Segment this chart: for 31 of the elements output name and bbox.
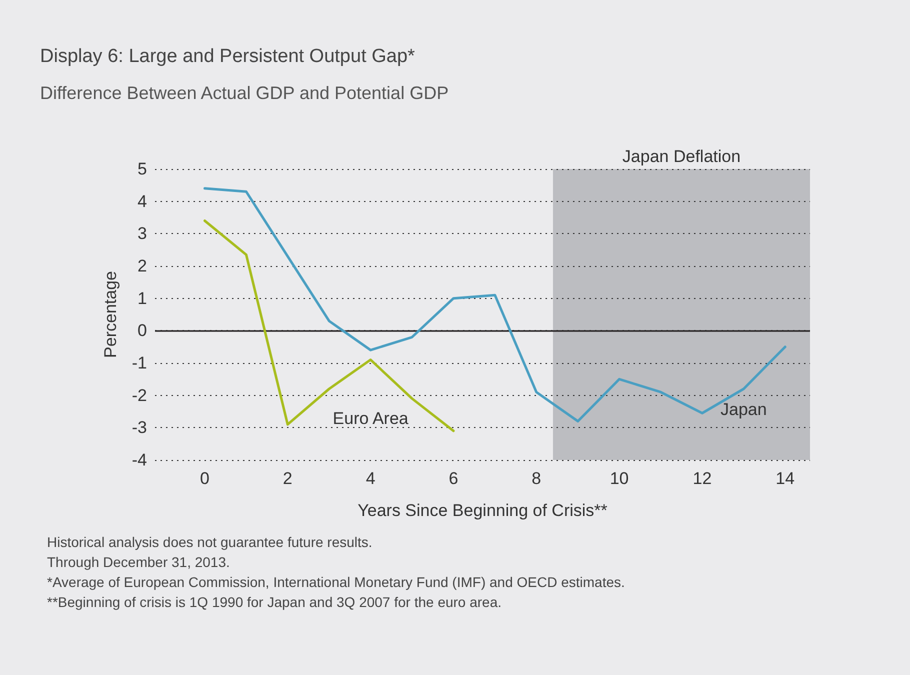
text: *Average of European Commission, International Monetary Fund (IMF) and OECD estimates. <box>47 574 625 590</box>
y-tick-label: 3 <box>138 224 147 244</box>
x-tick-label: 12 <box>692 469 712 488</box>
x-tick-label: 4 <box>366 469 376 488</box>
line-series <box>203 219 455 432</box>
text: **Beginning of crisis is 1Q 1990 for Japan and 3Q 2007 for the euro area. <box>47 594 502 610</box>
series-label: Japan <box>720 400 767 419</box>
x-tick-label: 8 <box>532 469 542 488</box>
x-tick-label: 0 <box>200 469 210 488</box>
x-tick-label: 6 <box>448 469 458 488</box>
y-tick-label: -3 <box>132 418 147 438</box>
x-tick-label: 2 <box>282 469 292 488</box>
y-tick-label: -4 <box>132 450 147 470</box>
y-tick-label: 2 <box>138 256 147 276</box>
text: Historical analysis does not guarantee future results. <box>47 534 372 550</box>
band-label: Japan Deflation <box>622 147 741 166</box>
y-tick-label: 5 <box>138 160 147 178</box>
y-tick-label: 1 <box>138 288 147 308</box>
x-tick-label: 14 <box>776 469 795 488</box>
chart-title: Display 6: Large and Persistent Output Gap* <box>40 46 416 67</box>
chart-subtitle: Difference Between Actual GDP and Potential GDP <box>40 83 449 103</box>
x-tick-label: 10 <box>610 469 629 488</box>
y-tick-label: -2 <box>132 386 147 405</box>
y-tick-label: 4 <box>138 192 147 211</box>
text: Through December 31, 2013. <box>47 554 230 570</box>
y-axis-title: Percentage <box>101 271 120 358</box>
line-series <box>203 187 786 422</box>
y-tick-label: 0 <box>138 321 147 340</box>
series-label: Euro Area <box>332 408 409 428</box>
y-tick-label: -1 <box>132 354 147 372</box>
x-axis-title: Years Since Beginning of Crisis** <box>358 501 608 520</box>
